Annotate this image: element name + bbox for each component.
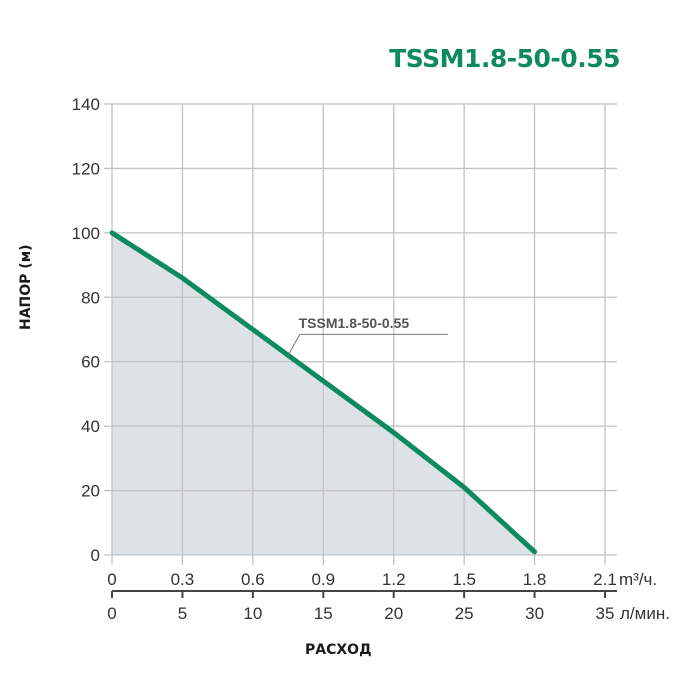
x-tick-label-lmin: 35 (596, 604, 615, 623)
x-tick-label-lmin: 5 (178, 604, 187, 623)
y-tick-label: 0 (91, 546, 100, 565)
x-tick-label-m3h: 2.1 (593, 570, 617, 589)
x-tick-label-m3h: 1.8 (523, 570, 547, 589)
x-tick-label-lmin: 0 (107, 604, 116, 623)
curve-annotation-label: TSSM1.8-50-0.55 (299, 315, 410, 331)
x-tick-label-m3h: 0.9 (311, 570, 335, 589)
x-unit-lmin: л/мин. (620, 604, 670, 623)
x-tick-label-lmin: 30 (525, 604, 544, 623)
y-tick-label: 60 (81, 353, 100, 372)
y-tick-label: 120 (72, 159, 100, 178)
y-tick-label: 40 (81, 417, 100, 436)
annotation-leader-line (287, 333, 448, 356)
x-tick-label-lmin: 20 (384, 604, 403, 623)
pump-curve-line (109, 230, 538, 555)
y-tick-label: 20 (81, 482, 100, 501)
x-tick-label-lmin: 15 (314, 604, 333, 623)
x-unit-m3h: m³/ч. (619, 570, 657, 589)
x-tick-label-lmin: 25 (455, 604, 474, 623)
y-tick-label: 140 (72, 95, 100, 114)
x-axis-label: РАСХОД (305, 642, 372, 658)
x-tick-label-m3h: 1.2 (382, 570, 406, 589)
chart-title: TSSM1.8-50-0.55 (389, 44, 620, 73)
y-tick-label: 80 (81, 288, 100, 307)
x-tick-label-lmin: 10 (243, 604, 262, 623)
x-tick-label-m3h: 0.3 (171, 570, 195, 589)
x-tick-label-m3h: 0.6 (241, 570, 265, 589)
x-tick-label-m3h: 0 (107, 570, 116, 589)
y-tick-label: 100 (72, 224, 100, 243)
x-tick-label-m3h: 1.5 (452, 570, 476, 589)
